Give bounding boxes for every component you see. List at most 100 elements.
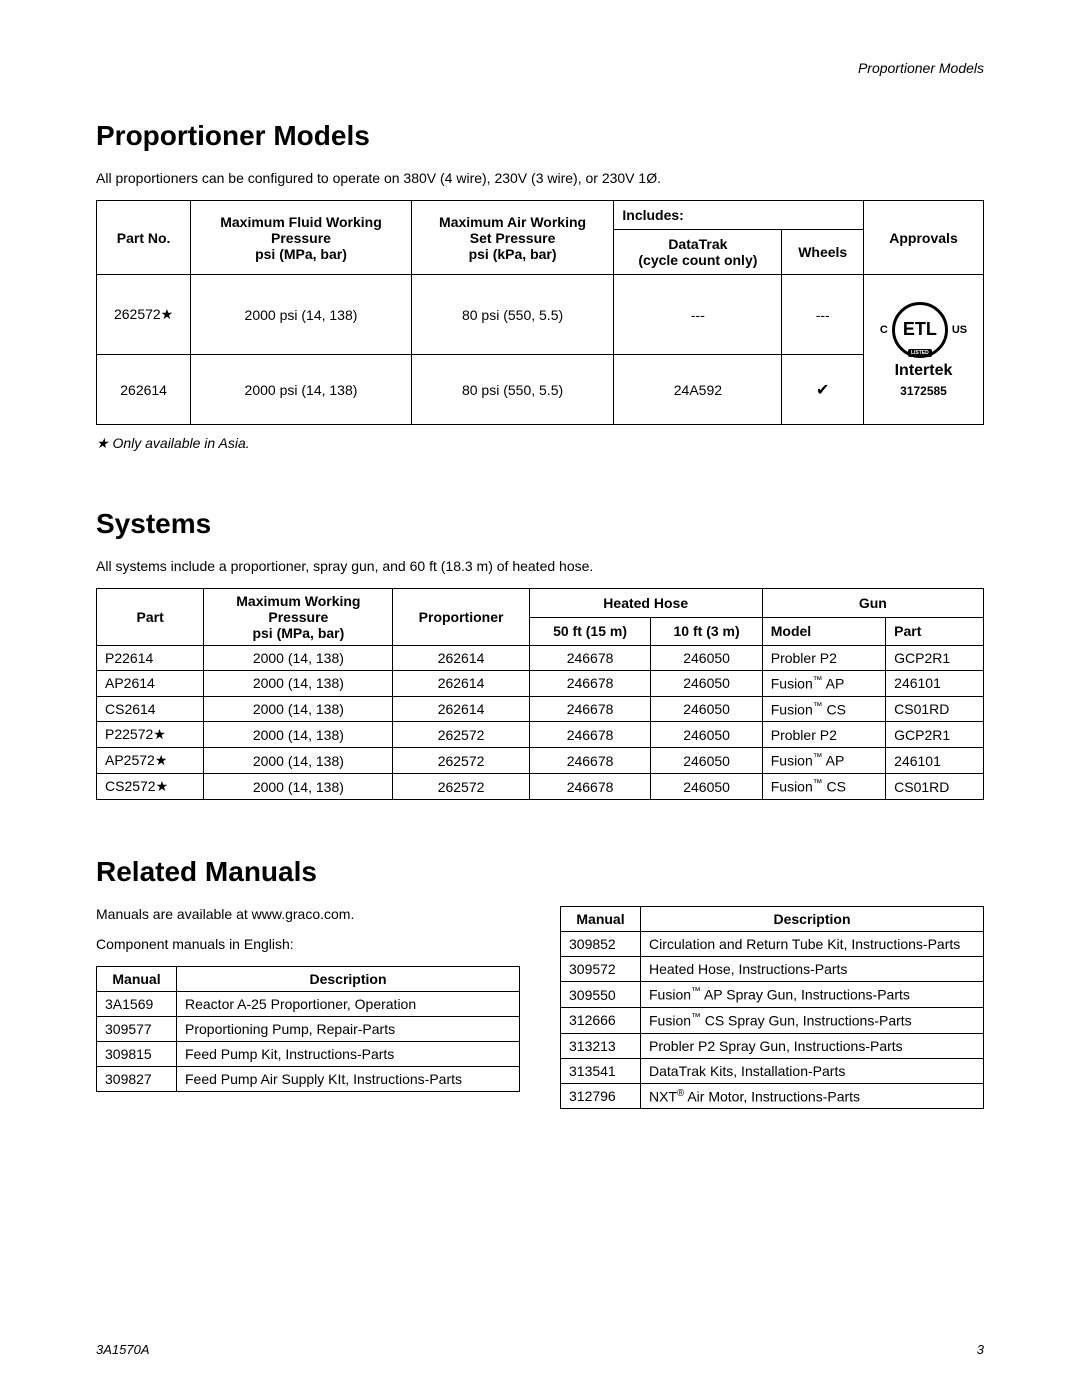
col-gun: Gun	[762, 589, 983, 618]
cell-part: P22614	[97, 646, 204, 671]
col-proportioner: Proportioner	[393, 589, 529, 646]
cell-pressure: 2000 (14, 138)	[204, 774, 393, 800]
table-row: 309815Feed Pump Kit, Instructions-Parts	[97, 1042, 520, 1067]
section-title-systems: Systems	[96, 508, 984, 540]
table-row: 3A1569Reactor A-25 Proportioner, Operati…	[97, 992, 520, 1017]
table-row: AP26142000 (14, 138)262614246678246050Fu…	[97, 671, 984, 697]
systems-table: Part Maximum WorkingPressurepsi (MPa, ba…	[96, 588, 984, 800]
cell-pressure: 2000 (14, 138)	[204, 646, 393, 671]
intertek-label: Intertek	[895, 362, 953, 380]
table-row: 309572Heated Hose, Instructions-Parts	[561, 957, 984, 982]
col-model: Model	[762, 617, 885, 646]
etl-icon: ETL	[892, 302, 948, 358]
cell-proportioner: 262614	[393, 696, 529, 722]
cell-gun-part: CS01RD	[886, 774, 984, 800]
cell-pressure: 2000 (14, 138)	[204, 748, 393, 774]
table-row: 309852Circulation and Return Tube Kit, I…	[561, 932, 984, 957]
cell-description: Fusion™ CS Spray Gun, Instructions-Parts	[641, 1007, 984, 1033]
col-max-working: Maximum WorkingPressurepsi (MPa, bar)	[204, 589, 393, 646]
cell-10ft: 246050	[651, 748, 762, 774]
proportioner-intro: All proportioners can be configured to o…	[96, 170, 984, 186]
cell-description: Heated Hose, Instructions-Parts	[641, 957, 984, 982]
manuals-intro-1: Manuals are available at www.graco.com.	[96, 906, 520, 922]
col-datatrak: DataTrak(cycle count only)	[614, 230, 782, 275]
page-footer: 3A1570A 3	[96, 1342, 984, 1357]
cell-pressure: 2000 (14, 138)	[204, 722, 393, 748]
cell-air: 80 psi (550, 5.5)	[411, 355, 614, 425]
cell-model: Fusion™ AP	[762, 671, 885, 697]
cell-10ft: 246050	[651, 671, 762, 697]
cell-manual: 309577	[97, 1017, 177, 1042]
asia-footnote: ★ Only available in Asia.	[96, 435, 984, 452]
cell-50ft: 246678	[529, 696, 651, 722]
cell-50ft: 246678	[529, 671, 651, 697]
cell-10ft: 246050	[651, 646, 762, 671]
table-row: 313541DataTrak Kits, Installation-Parts	[561, 1058, 984, 1083]
cell-manual: 309852	[561, 932, 641, 957]
table-row: P22572★2000 (14, 138)262572246678246050P…	[97, 722, 984, 748]
cell-10ft: 246050	[651, 696, 762, 722]
cell-proportioner: 262614	[393, 646, 529, 671]
table-row: 312666Fusion™ CS Spray Gun, Instructions…	[561, 1007, 984, 1033]
cell-wheels: ✔	[782, 355, 864, 425]
cell-manual: 3A1569	[97, 992, 177, 1017]
cell-10ft: 246050	[651, 774, 762, 800]
col-approvals: Approvals	[864, 201, 984, 275]
section-title-proportioner: Proportioner Models	[96, 120, 984, 152]
cell-air: 80 psi (550, 5.5)	[411, 275, 614, 355]
cell-datatrak: 24A592	[614, 355, 782, 425]
cell-proportioner: 262572	[393, 774, 529, 800]
cell-manual: 309815	[97, 1042, 177, 1067]
col-includes: Includes:	[614, 201, 864, 230]
cell-model: Probler P2	[762, 646, 885, 671]
table-row: 312796NXT® Air Motor, Instructions-Parts	[561, 1083, 984, 1109]
table-row: 309577Proportioning Pump, Repair-Parts	[97, 1017, 520, 1042]
cell-description: DataTrak Kits, Installation-Parts	[641, 1058, 984, 1083]
cell-datatrak: ---	[614, 275, 782, 355]
cell-proportioner: 262614	[393, 671, 529, 697]
cell-gun-part: 246101	[886, 671, 984, 697]
cell-gun-part: 246101	[886, 748, 984, 774]
col-max-air: Maximum Air WorkingSet Pressurepsi (kPa,…	[411, 201, 614, 275]
col-gun-part: Part	[886, 617, 984, 646]
proportioner-table: Part No. Maximum Fluid WorkingPressureps…	[96, 200, 984, 425]
cell-50ft: 246678	[529, 748, 651, 774]
manuals-table-left: Manual Description 3A1569Reactor A-25 Pr…	[96, 966, 520, 1092]
cell-approvals: C ETL US Intertek 3172585	[864, 275, 984, 425]
cell-wheels: ---	[782, 275, 864, 355]
cell-model: Fusion™ CS	[762, 774, 885, 800]
cell-gun-part: GCP2R1	[886, 722, 984, 748]
footer-page-number: 3	[977, 1342, 984, 1357]
col-description: Description	[641, 907, 984, 932]
systems-intro: All systems include a proportioner, spra…	[96, 558, 984, 574]
col-manual: Manual	[561, 907, 641, 932]
cell-part: P22572★	[97, 722, 204, 748]
cell-model: Fusion™ AP	[762, 748, 885, 774]
table-row: CS2572★2000 (14, 138)262572246678246050F…	[97, 774, 984, 800]
cell-description: Fusion™ AP Spray Gun, Instructions-Parts	[641, 982, 984, 1008]
cell-part: AP2572★	[97, 748, 204, 774]
cell-manual: 312666	[561, 1007, 641, 1033]
cell-part: 262614	[97, 355, 191, 425]
col-10ft: 10 ft (3 m)	[651, 617, 762, 646]
col-50ft: 50 ft (15 m)	[529, 617, 651, 646]
cell-model: Fusion™ CS	[762, 696, 885, 722]
cell-manual: 309827	[97, 1067, 177, 1092]
cell-50ft: 246678	[529, 774, 651, 800]
section-title-manuals: Related Manuals	[96, 856, 984, 888]
cell-description: Reactor A-25 Proportioner, Operation	[177, 992, 520, 1017]
col-max-fluid: Maximum Fluid WorkingPressurepsi (MPa, b…	[191, 201, 412, 275]
cell-part: CS2614	[97, 696, 204, 722]
cell-pressure: 2000 (14, 138)	[204, 696, 393, 722]
table-row: 262572★ 2000 psi (14, 138) 80 psi (550, …	[97, 275, 984, 355]
cell-manual: 313541	[561, 1058, 641, 1083]
cell-50ft: 246678	[529, 722, 651, 748]
col-part: Part	[97, 589, 204, 646]
col-wheels: Wheels	[782, 230, 864, 275]
cell-model: Probler P2	[762, 722, 885, 748]
etl-badge: C ETL US Intertek 3172585	[868, 302, 979, 398]
cell-fluid: 2000 psi (14, 138)	[191, 275, 412, 355]
cell-description: Circulation and Return Tube Kit, Instruc…	[641, 932, 984, 957]
cell-manual: 309572	[561, 957, 641, 982]
manuals-right-column: Manual Description 309852Circulation and…	[560, 906, 984, 1109]
